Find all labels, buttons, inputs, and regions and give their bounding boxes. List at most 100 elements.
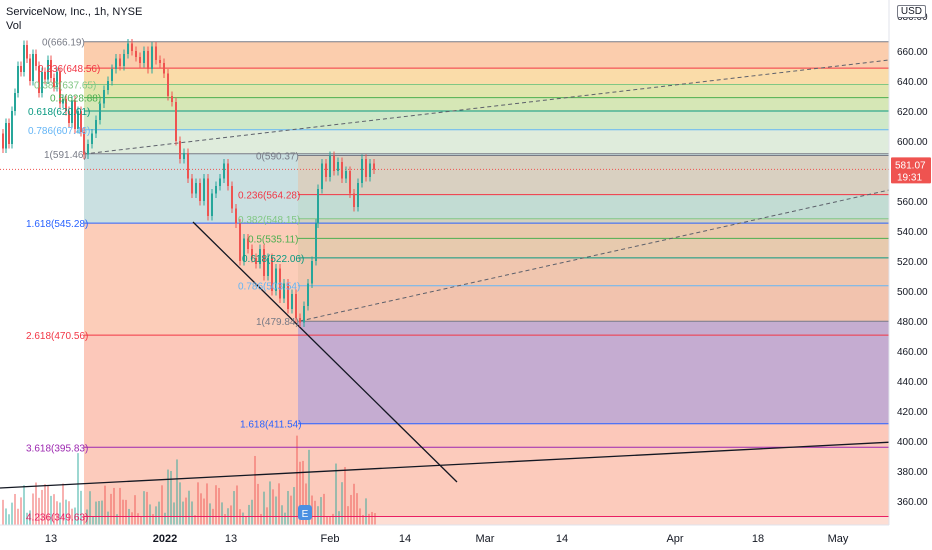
fib-band <box>84 41 889 69</box>
candle-body <box>259 249 261 264</box>
trend-line-support[interactable] <box>0 439 932 489</box>
volume-bar <box>74 507 76 525</box>
volume-bar <box>152 514 154 525</box>
volume-bar <box>209 503 211 525</box>
candle-body <box>87 144 89 155</box>
candle-body <box>235 208 237 224</box>
candle-body <box>295 294 297 318</box>
volume-bar <box>320 497 322 525</box>
time-tick: Apr <box>666 533 683 545</box>
volume-bar <box>182 501 184 525</box>
volume-bar <box>173 502 175 525</box>
volume-bar <box>122 499 124 525</box>
volume-bar <box>167 469 169 525</box>
time-axis: 13 2022 13 Feb 14 Mar 14 Apr 18 May E <box>0 505 932 550</box>
fib-label-2: 0.382(548.15) <box>238 215 300 226</box>
trend-line-dashed-upper[interactable] <box>83 59 890 155</box>
fib-band <box>84 84 889 98</box>
candle-body <box>191 178 193 194</box>
volume-bar <box>308 449 310 525</box>
volume-bar <box>290 495 292 525</box>
price-axis: 680.00360.00380.00400.00420.00440.00460.… <box>888 0 932 550</box>
fib-band-2 <box>298 321 889 424</box>
currency-button[interactable]: USD <box>896 5 926 18</box>
fib-band-2 <box>298 155 889 195</box>
volume-bar <box>134 495 136 525</box>
candle-body <box>65 99 67 111</box>
trend-line-down[interactable] <box>192 221 458 483</box>
candle-body <box>361 159 363 183</box>
volume-bar <box>164 512 166 525</box>
volume-bar <box>125 499 127 525</box>
volume-bar <box>158 501 160 525</box>
volume-bar <box>98 501 100 525</box>
candle-body <box>321 163 323 189</box>
candle-body <box>62 99 64 104</box>
fib-band-2 <box>298 285 889 322</box>
volume-bar <box>251 499 253 525</box>
candle-body <box>365 159 367 177</box>
volume-bar <box>317 506 319 525</box>
candle-body <box>283 283 285 299</box>
candle-body <box>127 43 129 54</box>
earnings-icon[interactable]: E <box>298 505 312 520</box>
price-tick: 440.00 <box>897 377 928 388</box>
volume-bar <box>170 470 172 525</box>
trend-line-dashed-lower[interactable] <box>299 189 890 322</box>
volume-bar <box>47 486 49 525</box>
volume-bar <box>230 505 232 525</box>
fib-label: 1.618(545.28) <box>26 219 88 230</box>
fib-band-2 <box>298 257 889 286</box>
volume-bar <box>83 516 85 525</box>
candle-body <box>195 183 197 194</box>
candle-body <box>53 78 55 87</box>
time-axis-bg <box>0 525 932 550</box>
price-tick: 640.00 <box>897 77 928 88</box>
candle-body <box>187 153 189 179</box>
volume-bar <box>374 513 376 525</box>
candle-body <box>143 51 145 63</box>
fib-label: 1(591.46) <box>44 150 87 161</box>
candle-body <box>111 69 113 81</box>
candle-body <box>71 100 73 123</box>
volume-bar <box>92 516 94 525</box>
candle-body <box>219 178 221 186</box>
fib-label-2: 0(590.37) <box>256 151 299 162</box>
volume-bar <box>341 482 343 525</box>
candle-body <box>183 153 185 159</box>
volume-bar <box>155 506 157 525</box>
volume-bar <box>65 499 67 525</box>
volume-bar <box>191 501 193 525</box>
fib-band-2 <box>298 238 889 258</box>
candle-body <box>175 102 177 141</box>
volume-bar <box>44 484 46 525</box>
price-tick: 360.00 <box>897 497 928 508</box>
candle-body <box>151 46 153 69</box>
price-series <box>2 39 375 327</box>
volume-bar <box>113 487 115 525</box>
candle-body <box>207 178 209 216</box>
candle-body <box>255 258 257 264</box>
volume-bar <box>326 516 328 525</box>
volume-bar <box>107 511 109 525</box>
volume-bar <box>5 508 7 525</box>
trend-lines <box>0 59 932 489</box>
volume-bar <box>248 504 250 525</box>
price-tick: 660.00 <box>897 47 928 58</box>
volume-bar <box>17 508 19 525</box>
volume-bar <box>353 483 355 525</box>
candle-body <box>115 58 117 69</box>
volume-bar <box>323 493 325 525</box>
volume-bar <box>62 483 64 525</box>
candle-body <box>299 318 301 323</box>
volume-bar <box>365 498 367 525</box>
price-tick: 420.00 <box>897 407 928 418</box>
volume-bar <box>8 514 10 525</box>
volume-bar <box>23 485 25 525</box>
volume-bar <box>38 497 40 525</box>
volume-bar <box>368 513 370 525</box>
candle-body <box>32 54 34 81</box>
candle-body <box>59 72 61 104</box>
